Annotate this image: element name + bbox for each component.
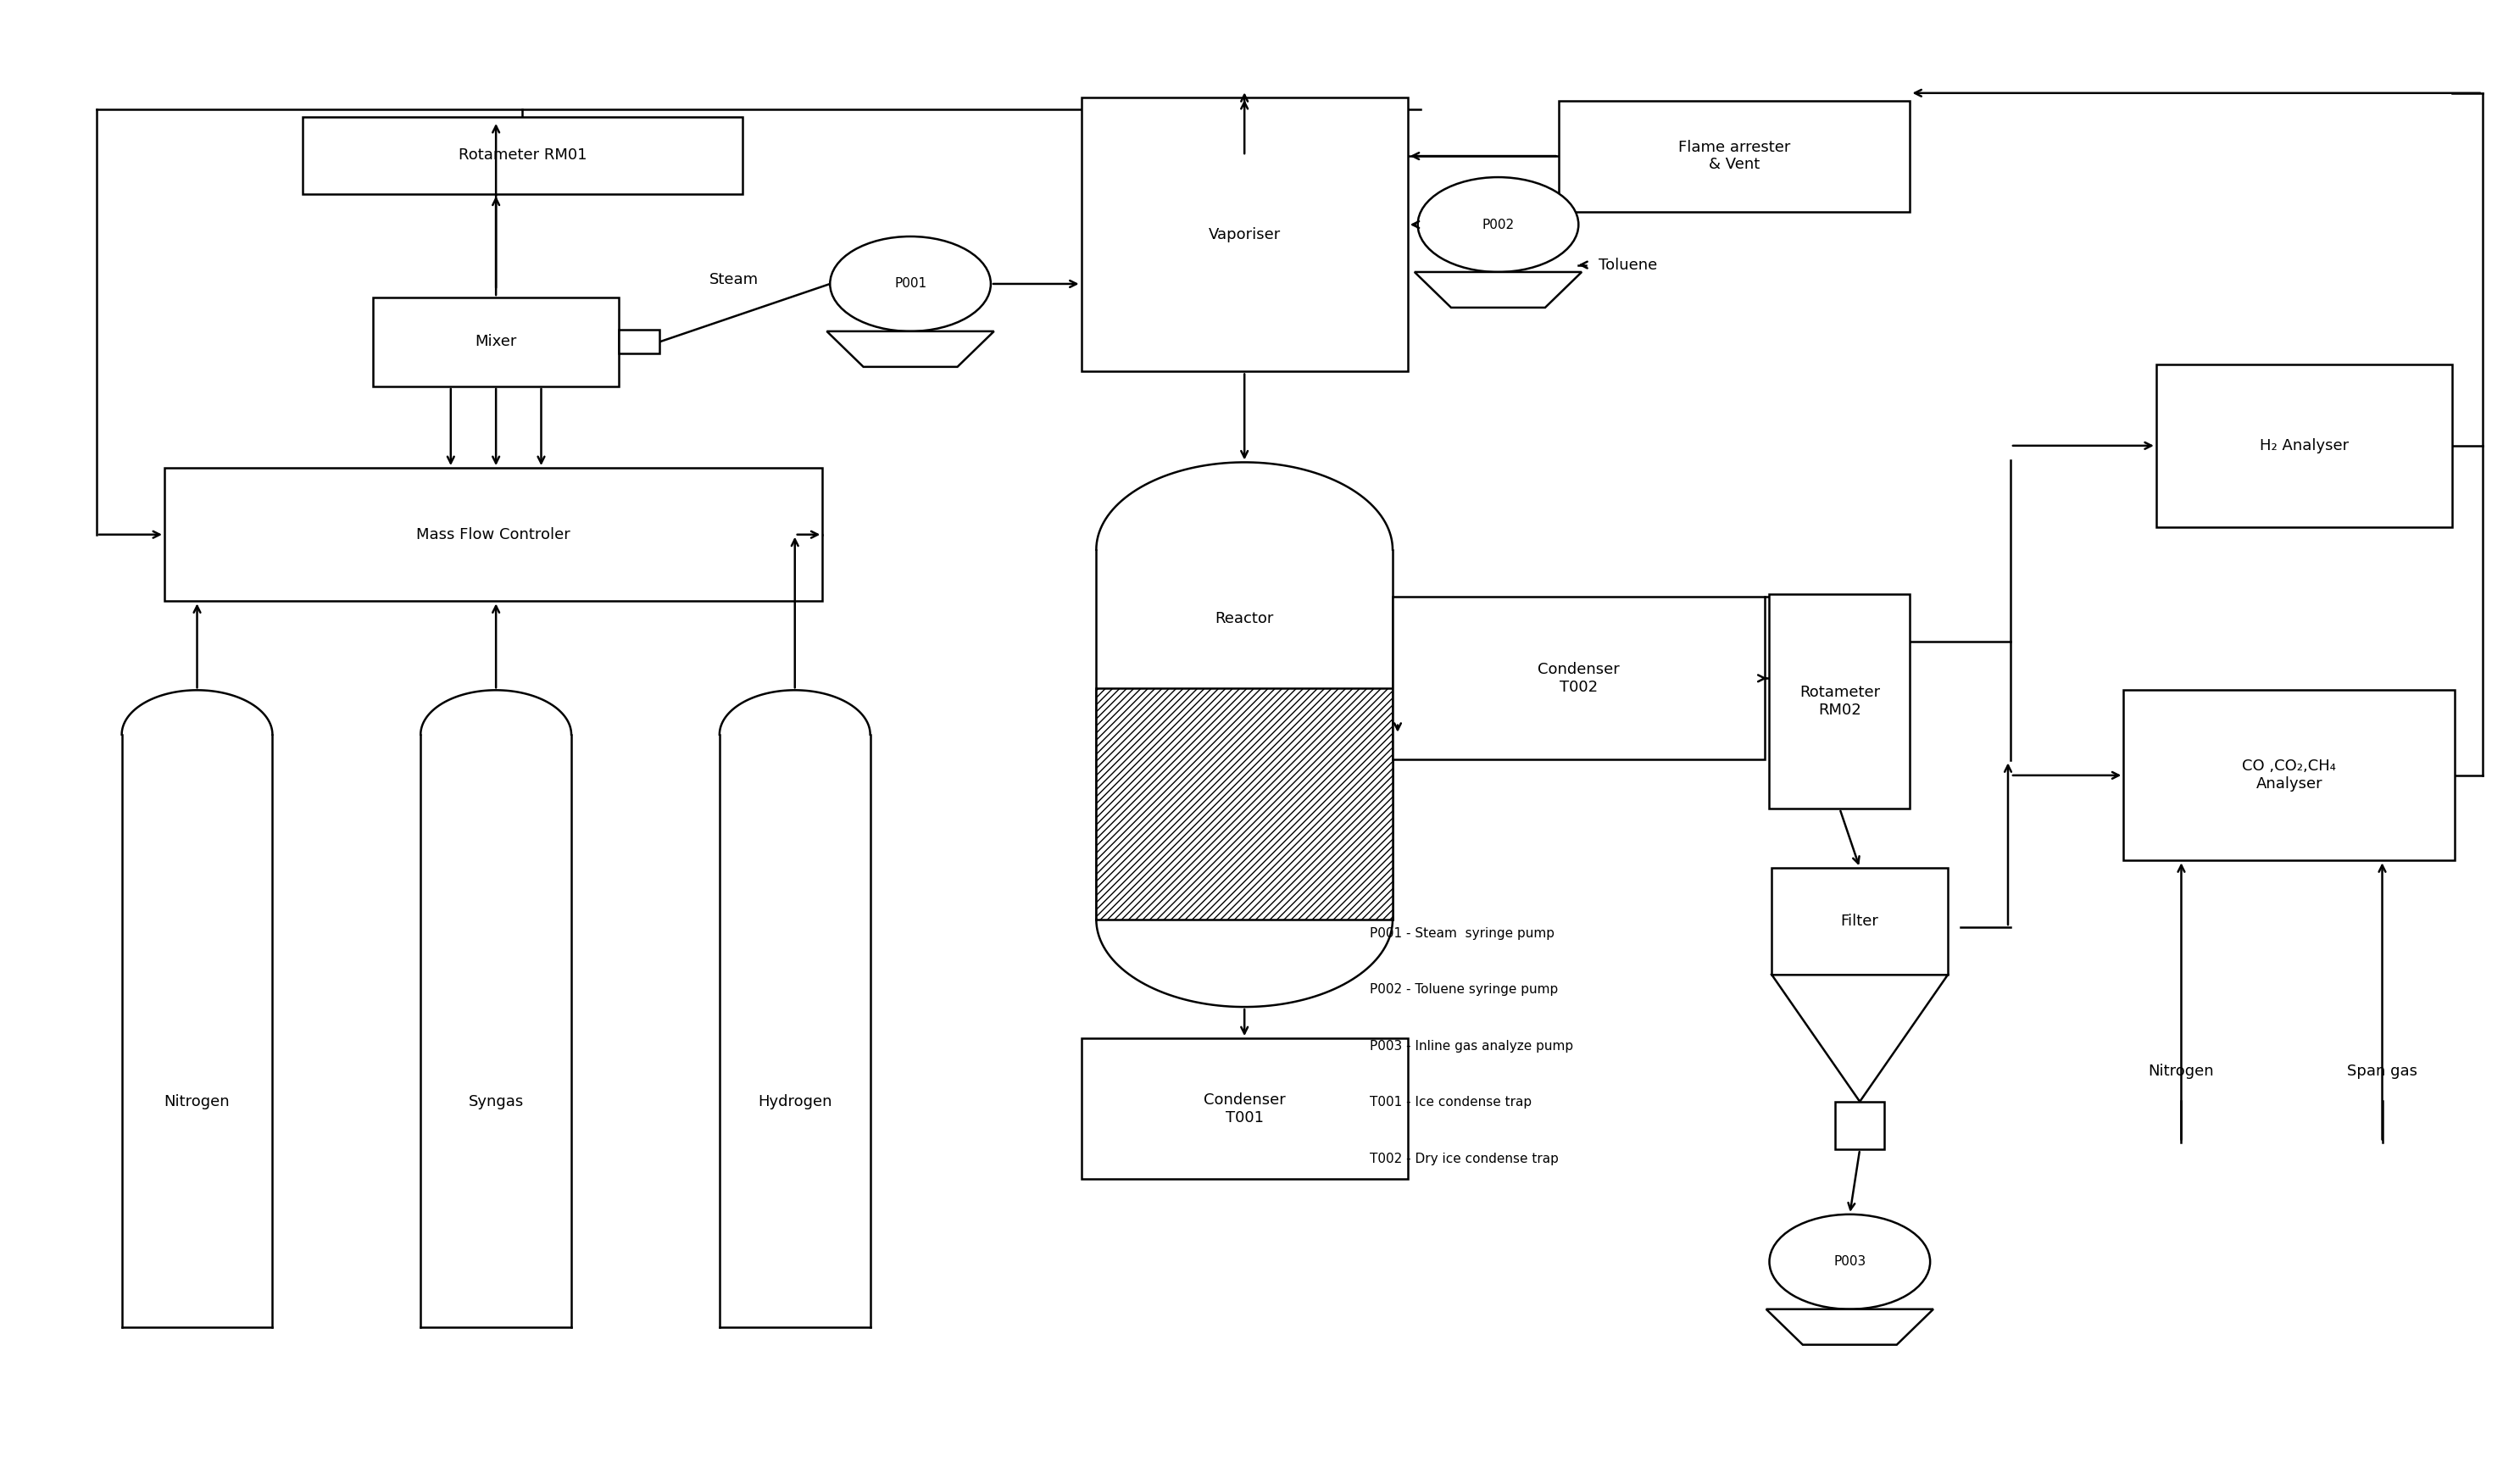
Text: Filter: Filter xyxy=(1840,914,1878,929)
Circle shape xyxy=(830,236,991,331)
Bar xyxy=(1770,594,1911,809)
Circle shape xyxy=(1418,177,1579,272)
Bar xyxy=(1081,1039,1408,1180)
Text: Nitrogen: Nitrogen xyxy=(163,1094,229,1110)
Text: Steam: Steam xyxy=(709,272,759,288)
Bar xyxy=(2157,364,2454,527)
Polygon shape xyxy=(1772,975,1948,1101)
Polygon shape xyxy=(420,690,571,735)
Text: Flame arrester
& Vent: Flame arrester & Vent xyxy=(1679,139,1790,172)
Text: Nitrogen: Nitrogen xyxy=(2149,1064,2215,1079)
Polygon shape xyxy=(121,690,272,735)
Bar xyxy=(2124,690,2456,861)
Text: Rotameter
RM02: Rotameter RM02 xyxy=(1800,684,1880,718)
Circle shape xyxy=(1770,1214,1931,1309)
Bar xyxy=(302,117,742,194)
Text: P003 - Inline gas analyze pump: P003 - Inline gas analyze pump xyxy=(1370,1040,1574,1052)
Text: Rotameter RM01: Rotameter RM01 xyxy=(458,147,586,163)
Bar xyxy=(1835,1101,1886,1150)
Bar xyxy=(1772,868,1948,975)
Text: CO ,CO₂,CH₄
Analyser: CO ,CO₂,CH₄ Analyser xyxy=(2242,758,2336,792)
Polygon shape xyxy=(1096,920,1393,1008)
Text: Reactor: Reactor xyxy=(1214,611,1275,626)
Bar xyxy=(1393,597,1765,760)
Polygon shape xyxy=(719,690,870,735)
Text: T001 - Ice condense trap: T001 - Ice condense trap xyxy=(1370,1097,1531,1109)
Polygon shape xyxy=(827,331,993,367)
Text: Hydrogen: Hydrogen xyxy=(757,1094,832,1110)
Text: Span gas: Span gas xyxy=(2348,1064,2418,1079)
Text: P001: P001 xyxy=(895,278,928,291)
Text: Vaporiser: Vaporiser xyxy=(1209,227,1280,242)
Text: Syngas: Syngas xyxy=(468,1094,523,1110)
Text: P001 - Steam  syringe pump: P001 - Steam syringe pump xyxy=(1370,928,1554,939)
Polygon shape xyxy=(1096,463,1393,549)
Bar xyxy=(163,467,822,601)
Bar xyxy=(1081,98,1408,371)
Text: P002 - Toluene syringe pump: P002 - Toluene syringe pump xyxy=(1370,984,1559,996)
Polygon shape xyxy=(1767,1309,1933,1345)
Text: Toluene: Toluene xyxy=(1599,257,1657,273)
Text: Condenser
T001: Condenser T001 xyxy=(1204,1092,1285,1125)
Text: T002 - Dry ice condense trap: T002 - Dry ice condense trap xyxy=(1370,1153,1559,1165)
Bar xyxy=(1559,101,1911,212)
Bar xyxy=(618,329,659,353)
Bar xyxy=(372,297,618,386)
Text: Mixer: Mixer xyxy=(475,334,518,350)
Text: P003: P003 xyxy=(1833,1255,1865,1269)
Polygon shape xyxy=(1415,272,1581,307)
Text: Mass Flow Controler: Mass Flow Controler xyxy=(417,527,571,542)
Text: H₂ Analyser: H₂ Analyser xyxy=(2260,438,2348,453)
Text: P002: P002 xyxy=(1481,218,1513,232)
Bar xyxy=(1096,689,1393,920)
Text: Condenser
T002: Condenser T002 xyxy=(1539,662,1619,695)
